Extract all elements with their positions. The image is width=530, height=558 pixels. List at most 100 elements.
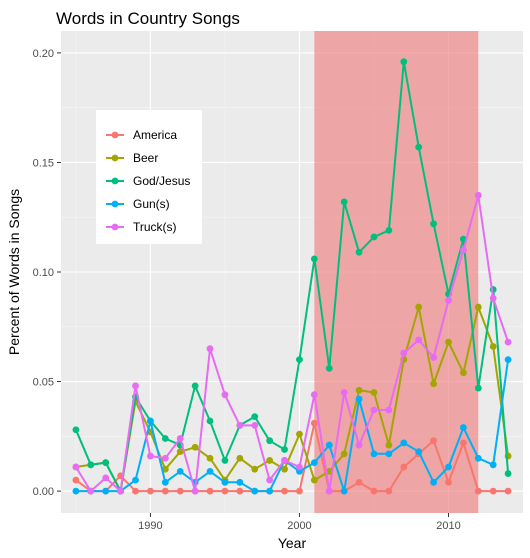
series-truck-s [72, 191, 512, 495]
data-point-god-jesus [340, 198, 348, 206]
data-point-truck-s [370, 406, 378, 414]
y-tick-label: 0.10 [33, 267, 54, 279]
data-point-truck-s [355, 441, 363, 449]
data-point-america [370, 487, 378, 495]
data-point-gun-s [206, 467, 214, 475]
data-point-gun-s [459, 424, 467, 431]
data-point-gun-s [102, 487, 110, 495]
data-point-truck-s [132, 382, 139, 390]
data-point-america [296, 487, 303, 495]
data-point-gun-s [325, 441, 333, 449]
data-point-beer [355, 386, 363, 394]
data-point-truck-s [87, 487, 95, 495]
legend-key-point [111, 177, 119, 185]
data-point-god-jesus [102, 459, 110, 467]
y-tick-label: 0.15 [33, 157, 54, 169]
legend-label: God/Jesus [133, 174, 190, 188]
legend-item-beer: Beer [106, 151, 158, 165]
data-point-america [445, 478, 452, 486]
data-point-america [474, 487, 482, 495]
x-tick-label: 2010 [436, 520, 460, 532]
x-axis-title: Year [278, 535, 307, 551]
data-point-beer [489, 343, 497, 350]
data-point-truck-s [385, 406, 393, 414]
data-point-truck-s [72, 463, 80, 471]
legend-key-point [111, 223, 119, 231]
data-point-america [281, 487, 288, 495]
data-point-truck-s [281, 457, 288, 464]
data-point-truck-s [310, 391, 318, 399]
data-point-god-jesus [72, 426, 80, 434]
data-point-america [176, 487, 184, 495]
data-point-america [72, 476, 80, 484]
data-point-gun-s [370, 450, 378, 458]
data-point-gun-s [445, 463, 452, 471]
data-point-america [132, 487, 139, 495]
data-point-truck-s [325, 487, 333, 495]
legend-key-point [111, 200, 119, 208]
data-point-beer [325, 467, 333, 475]
y-tick-label: 0.00 [33, 486, 54, 498]
data-point-truck-s [102, 474, 110, 482]
data-point-gun-s [266, 487, 274, 495]
data-point-america [385, 487, 393, 495]
data-point-truck-s [191, 487, 199, 495]
data-point-truck-s [117, 487, 125, 495]
data-point-beer [191, 443, 199, 451]
data-point-america [221, 487, 229, 495]
series-line-god-jesus [74, 60, 510, 493]
x-tick-label: 2000 [287, 520, 311, 532]
data-point-beer [445, 338, 452, 346]
legend-item-america: America [106, 128, 177, 142]
data-point-truck-s [266, 476, 274, 484]
data-point-truck-s [459, 246, 467, 254]
data-point-gun-s [251, 487, 259, 495]
data-point-gun-s [385, 450, 393, 458]
legend-label: Beer [133, 151, 158, 165]
data-point-gun-s [400, 439, 408, 447]
data-point-america [206, 487, 214, 495]
data-point-america [355, 478, 363, 486]
data-point-truck-s [221, 391, 229, 399]
data-point-beer [415, 303, 423, 311]
data-point-beer [370, 389, 378, 396]
data-point-beer [310, 476, 318, 484]
data-point-truck-s [251, 421, 259, 429]
y-axis-title: Percent of Words in Songs [6, 189, 22, 355]
legend-label: Truck(s) [133, 220, 177, 234]
legend-item-gun-s: Gun(s) [106, 197, 170, 211]
data-point-america [236, 487, 244, 495]
data-point-beer [176, 448, 184, 456]
data-point-beer [236, 454, 244, 462]
data-point-gun-s [504, 356, 512, 364]
data-point-god-jesus [161, 435, 169, 442]
data-point-gun-s [355, 395, 363, 403]
data-point-god-jesus [385, 226, 393, 234]
data-point-gun-s [474, 454, 482, 462]
legend-label: America [133, 128, 177, 142]
data-point-truck-s [415, 336, 423, 344]
data-point-god-jesus [430, 220, 437, 228]
data-point-truck-s [296, 463, 303, 471]
data-point-gun-s [310, 459, 318, 467]
data-point-god-jesus [296, 356, 303, 364]
data-point-gun-s [489, 461, 497, 469]
data-point-truck-s [504, 338, 512, 346]
data-point-truck-s [400, 349, 408, 357]
data-point-truck-s [445, 297, 452, 304]
y-axis-ticks: 0.00 0.05 0.10 0.15 0.20 [33, 48, 61, 498]
data-point-gun-s [340, 487, 348, 495]
data-point-gun-s [221, 478, 229, 486]
data-point-america [430, 437, 437, 445]
data-point-god-jesus [206, 417, 214, 425]
data-point-god-jesus [266, 437, 274, 445]
data-point-america [489, 487, 497, 495]
data-point-america [400, 463, 408, 471]
data-point-god-jesus [504, 470, 512, 477]
data-point-beer [206, 454, 214, 462]
data-point-america [147, 487, 154, 495]
data-point-truck-s [176, 435, 184, 442]
data-point-god-jesus [87, 461, 95, 469]
data-point-god-jesus [310, 255, 318, 263]
data-point-beer [266, 457, 274, 464]
